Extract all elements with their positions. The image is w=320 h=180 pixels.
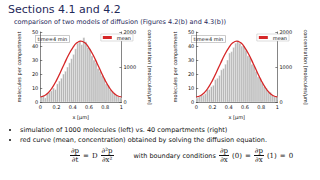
svg-text:0: 0 <box>195 104 198 110</box>
svg-text:0.4: 0.4 <box>225 104 233 110</box>
svg-text:10: 10 <box>32 85 38 91</box>
svg-text:0: 0 <box>39 104 42 110</box>
html-text:∂t: ∂t <box>71 156 79 164</box>
html-text:Sections 4.1 and 4.2: Sections 4.1 and 4.2 <box>8 3 121 16</box>
svg-text:40: 40 <box>188 43 194 49</box>
svg-text:1000: 1000 <box>123 64 136 70</box>
svg-text:mean: mean <box>117 35 131 41</box>
svg-text:time=4 min: time=4 min <box>38 36 68 42</box>
html-text:∂p: ∂p <box>71 147 80 155</box>
html-text:∂x²: ∂x² <box>101 156 113 164</box>
svg-text:0.2: 0.2 <box>209 104 217 110</box>
svg-text:0.8: 0.8 <box>257 104 265 110</box>
svg-text:concentration [molecules/µm]: concentration [molecules/µm] <box>302 29 309 104</box>
svg-text:molecules per compartment: molecules per compartment <box>16 32 23 103</box>
svg-text:concentration [molecules/µm]: concentration [molecules/µm] <box>146 29 153 104</box>
svg-text:0.6: 0.6 <box>241 104 249 110</box>
html-text:= D ∂²p: = D ∂²p <box>83 147 113 160</box>
svg-text:30: 30 <box>32 57 38 63</box>
svg-text:0.4: 0.4 <box>69 104 77 110</box>
svg-text:30: 30 <box>188 57 194 63</box>
svg-text:2000: 2000 <box>123 29 137 35</box>
svg-text:molecules per compartment: molecules per compartment <box>172 32 179 103</box>
svg-text:1000: 1000 <box>279 64 292 70</box>
svg-text:0.2: 0.2 <box>53 104 61 110</box>
svg-text:20: 20 <box>188 71 194 77</box>
svg-text:1: 1 <box>276 104 279 110</box>
html-text:∂x: ∂x <box>220 156 228 164</box>
svg-text:20: 20 <box>32 71 38 77</box>
svg-text:x [µm]: x [µm] <box>73 114 90 121</box>
svg-text:0.6: 0.6 <box>85 104 93 110</box>
html-text:(0) = ∂p: (0) = ∂p <box>232 147 263 160</box>
svg-text:2000: 2000 <box>279 29 293 35</box>
html-text:∂x (1) = 0: ∂x (1) = 0 <box>255 151 294 164</box>
html-text:comparison of two models of di: comparison of two models of diffusion (F… <box>14 18 226 26</box>
svg-text:0.8: 0.8 <box>101 104 109 110</box>
svg-text:time=4 min: time=4 min <box>194 36 224 42</box>
html-text:with boundary conditions ∂p: with boundary conditions ∂p <box>133 147 228 160</box>
svg-text:x [µm]: x [µm] <box>229 114 246 121</box>
svg-text:50: 50 <box>32 29 38 35</box>
svg-text:0: 0 <box>279 99 282 105</box>
svg-text:1: 1 <box>120 104 123 110</box>
svg-text:0: 0 <box>35 99 39 106</box>
svg-text:0: 0 <box>191 99 195 106</box>
svg-text:0: 0 <box>123 99 126 105</box>
svg-text:mean: mean <box>273 35 287 41</box>
svg-text:50: 50 <box>188 29 194 35</box>
svg-text:40: 40 <box>32 43 38 49</box>
svg-text:10: 10 <box>188 85 194 91</box>
html-text:red curve (mean, concentration: red curve (mean, concentration) obtained… <box>20 136 267 144</box>
html-text:simulation of 1000 molecules (: simulation of 1000 molecules (left) vs. … <box>20 126 228 134</box>
